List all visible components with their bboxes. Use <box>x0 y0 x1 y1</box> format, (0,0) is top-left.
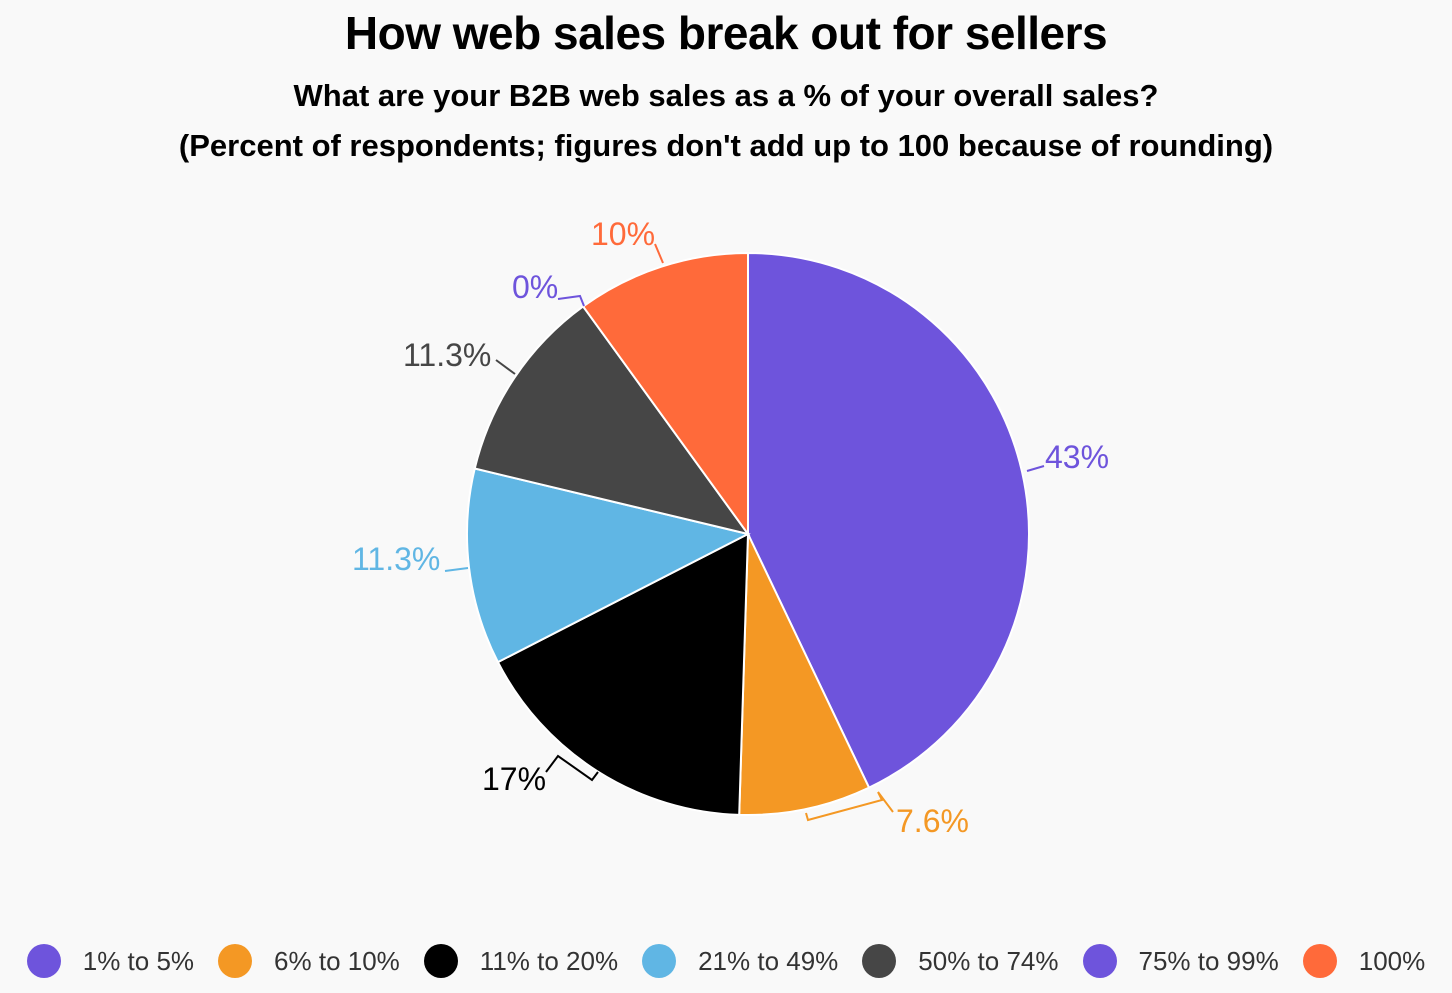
legend-item: 100% <box>1302 944 1426 978</box>
pie-slice-5 <box>473 305 751 536</box>
legend-label: 6% to 10% <box>274 945 400 976</box>
legend-item: 11% to 20% <box>423 944 619 978</box>
leader-line-5 <box>495 359 516 375</box>
data-label-3: 17% <box>482 761 546 797</box>
legend-item: 6% to 10% <box>218 944 400 978</box>
leader-line-1 <box>1026 465 1045 472</box>
chart-title: How web sales break out for sellers <box>344 7 1108 59</box>
legend-label: 75% to 99% <box>1138 945 1279 976</box>
legend-label: 50% to 74% <box>918 945 1059 976</box>
data-label-2: 7.6% <box>896 803 969 839</box>
data-label-1: 43% <box>1045 439 1109 475</box>
chart-subtitle: What are your B2B web sales as a % of yo… <box>293 78 1159 113</box>
legend-swatch <box>26 944 61 978</box>
legend-label: 1% to 5% <box>82 945 195 976</box>
legend-swatch <box>423 944 458 978</box>
pie-slice-2 <box>738 533 871 816</box>
legend-label: 100% <box>1358 945 1426 976</box>
leader-line-2 <box>805 791 894 822</box>
legend-item: 50% to 74% <box>862 944 1059 978</box>
legend-label: 11% to 20% <box>479 945 619 976</box>
chart-subtitle-note: (Percent of respondents; figures don't a… <box>178 128 1274 163</box>
legend-swatch <box>642 944 677 978</box>
leader-line-4 <box>444 567 469 572</box>
pie-slice-4 <box>466 467 751 664</box>
pie-slice-1 <box>747 251 1030 789</box>
leader-line-7 <box>654 243 664 264</box>
legend-swatch <box>862 944 897 978</box>
legend-swatch <box>218 944 253 978</box>
chart-legend: 1% to 5% 6% to 10% 11% to 20% 21% to 49% 50%… <box>0 940 1452 982</box>
data-label-4: 11.3% <box>352 541 440 577</box>
legend-item: 1% to 5% <box>26 944 195 978</box>
legend-swatch <box>1302 944 1337 978</box>
legend-item: 75% to 99% <box>1082 944 1279 978</box>
data-label-7: 10% <box>591 216 655 252</box>
legend-swatch <box>1082 944 1117 978</box>
pie-slice-7 <box>581 251 749 538</box>
leader-line-6 <box>557 294 585 307</box>
legend-label: 21% to 49% <box>698 945 839 976</box>
pie-slice-3 <box>496 532 750 816</box>
leader-line-3 <box>545 754 599 782</box>
data-label-6: 0% <box>512 269 558 305</box>
data-label-5: 11.3% <box>403 337 491 373</box>
legend-item: 21% to 49% <box>642 944 838 978</box>
